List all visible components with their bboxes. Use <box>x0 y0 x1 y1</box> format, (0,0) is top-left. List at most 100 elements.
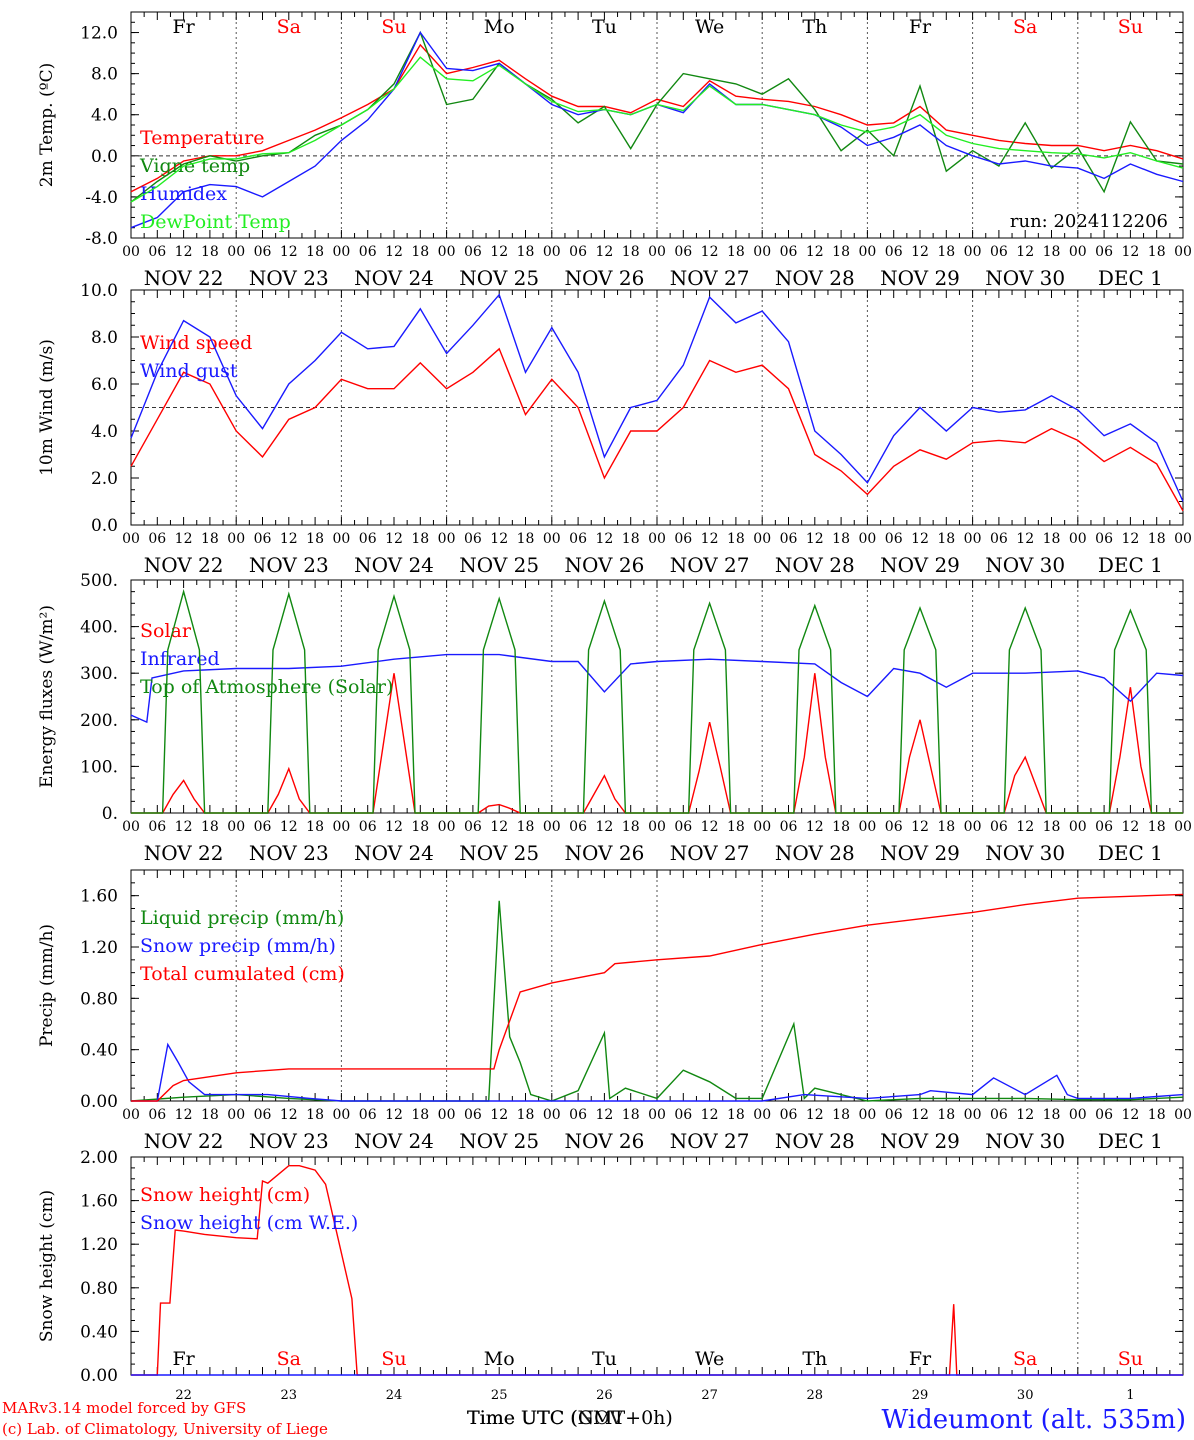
series-line-3 <box>131 588 1183 814</box>
date-label: NOV 25 <box>459 1129 539 1153</box>
legend-entry: Wind speed <box>140 332 252 354</box>
hour-label: 18 <box>1043 819 1061 835</box>
y-tick-label: 4.0 <box>91 106 118 126</box>
hour-label: 00 <box>227 819 245 835</box>
hour-label: 12 <box>175 531 193 547</box>
date-label: NOV 25 <box>459 553 539 577</box>
y-tick-label: 10.0 <box>80 281 118 301</box>
hour-label: 06 <box>569 1107 587 1123</box>
date-label: NOV 27 <box>670 553 750 577</box>
hour-label: 12 <box>280 819 298 835</box>
legend-entry: Liquid precip (mm/h) <box>140 907 344 929</box>
hour-label: 06 <box>1095 531 1113 547</box>
hour-label: 00 <box>648 1107 666 1123</box>
y-tick-label: 200. <box>80 711 118 731</box>
y-tick-label: 4.0 <box>91 422 118 442</box>
hour-label: 12 <box>490 819 508 835</box>
y-tick-label: 1.60 <box>80 1192 118 1212</box>
hour-label: 00 <box>227 244 245 260</box>
hour-label: 06 <box>148 819 166 835</box>
y-axis-label: Precip (mm/h) <box>37 924 57 1047</box>
date-label: NOV 24 <box>354 841 434 865</box>
date-label: NOV 29 <box>880 841 960 865</box>
hour-label: 06 <box>780 531 798 547</box>
weekday-label: Tu <box>592 1348 617 1370</box>
plot-frame <box>130 11 1184 239</box>
hour-label: 12 <box>1016 819 1034 835</box>
hour-label: 06 <box>359 244 377 260</box>
legend-entry: Temperature <box>140 127 264 149</box>
y-tick-label: 100. <box>80 757 118 777</box>
hour-label: 06 <box>569 819 587 835</box>
hour-label: 00 <box>964 531 982 547</box>
hour-label: 18 <box>306 244 324 260</box>
hour-label: 18 <box>832 1107 850 1123</box>
hour-label: 06 <box>885 244 903 260</box>
hour-label: 12 <box>175 1107 193 1123</box>
hour-label: 00 <box>543 819 561 835</box>
hour-label: 00 <box>122 244 140 260</box>
hour-label: 18 <box>622 1107 640 1123</box>
hour-label: 06 <box>359 819 377 835</box>
hour-label: 06 <box>359 531 377 547</box>
hour-label: 18 <box>1043 531 1061 547</box>
series-line-2 <box>131 1042 1184 1102</box>
hour-label: 06 <box>674 244 692 260</box>
hour-label: 06 <box>674 531 692 547</box>
hour-label: 18 <box>727 531 745 547</box>
hour-label: 12 <box>595 244 613 260</box>
hour-label: 06 <box>674 1107 692 1123</box>
y-tick-label: 6.0 <box>91 375 118 395</box>
hour-label: 12 <box>175 819 193 835</box>
date-label: NOV 27 <box>670 266 750 290</box>
hour-label: 06 <box>464 244 482 260</box>
weekday-label: Su <box>381 1348 406 1370</box>
day-number-label: 28 <box>807 1388 824 1403</box>
day-number-label: 23 <box>281 1388 298 1403</box>
hour-label: 12 <box>806 531 824 547</box>
date-label: NOV 23 <box>249 841 329 865</box>
hour-label: 12 <box>806 819 824 835</box>
day-number-label: 29 <box>912 1388 929 1403</box>
hour-label: 00 <box>543 1107 561 1123</box>
y-tick-label: 0.80 <box>80 1279 118 1299</box>
hour-label: 06 <box>1095 1107 1113 1123</box>
hour-label: 12 <box>280 244 298 260</box>
date-label: NOV 28 <box>775 1129 855 1153</box>
hour-label: 18 <box>1148 531 1166 547</box>
date-label: DEC 1 <box>1098 841 1163 865</box>
weekday-label: Mo <box>484 16 515 38</box>
hour-label: 06 <box>1095 244 1113 260</box>
hour-label: 12 <box>1016 244 1034 260</box>
hour-label: 18 <box>517 819 535 835</box>
hour-label: 18 <box>306 1107 324 1123</box>
hour-label: 00 <box>332 1107 350 1123</box>
panel-5: 0.00 0.40 0.80 1.20 1.60 2.00 Snow height (cm)… <box>37 1148 1184 1403</box>
date-label: NOV 22 <box>144 841 224 865</box>
date-label: NOV 30 <box>985 1129 1065 1153</box>
date-label: NOV 29 <box>880 1129 960 1153</box>
hour-label: 12 <box>1121 1107 1139 1123</box>
hour-label: 06 <box>990 819 1008 835</box>
hour-label: 00 <box>1174 819 1192 835</box>
hour-label: 06 <box>780 244 798 260</box>
series-line-1 <box>130 43 1184 193</box>
hour-label: 12 <box>385 819 403 835</box>
day-number-label: 25 <box>491 1388 508 1403</box>
hour-label: 00 <box>648 244 666 260</box>
hour-label: 06 <box>1095 819 1113 835</box>
credit-line-2: (c) Lab. of Climatology, University of L… <box>2 1420 328 1438</box>
hour-label: 18 <box>1043 244 1061 260</box>
hour-label: 00 <box>438 244 456 260</box>
weekday-label: Th <box>802 16 827 38</box>
date-label: NOV 23 <box>249 553 329 577</box>
hour-label: 18 <box>517 244 535 260</box>
hour-label: 12 <box>595 819 613 835</box>
hour-label: 18 <box>832 531 850 547</box>
hour-label: 00 <box>964 819 982 835</box>
y-tick-label: 8.0 <box>91 328 118 348</box>
hour-label: 18 <box>411 1107 429 1123</box>
y-tick-label: 1.20 <box>80 1235 118 1255</box>
weekday-label: Mo <box>484 1348 515 1370</box>
